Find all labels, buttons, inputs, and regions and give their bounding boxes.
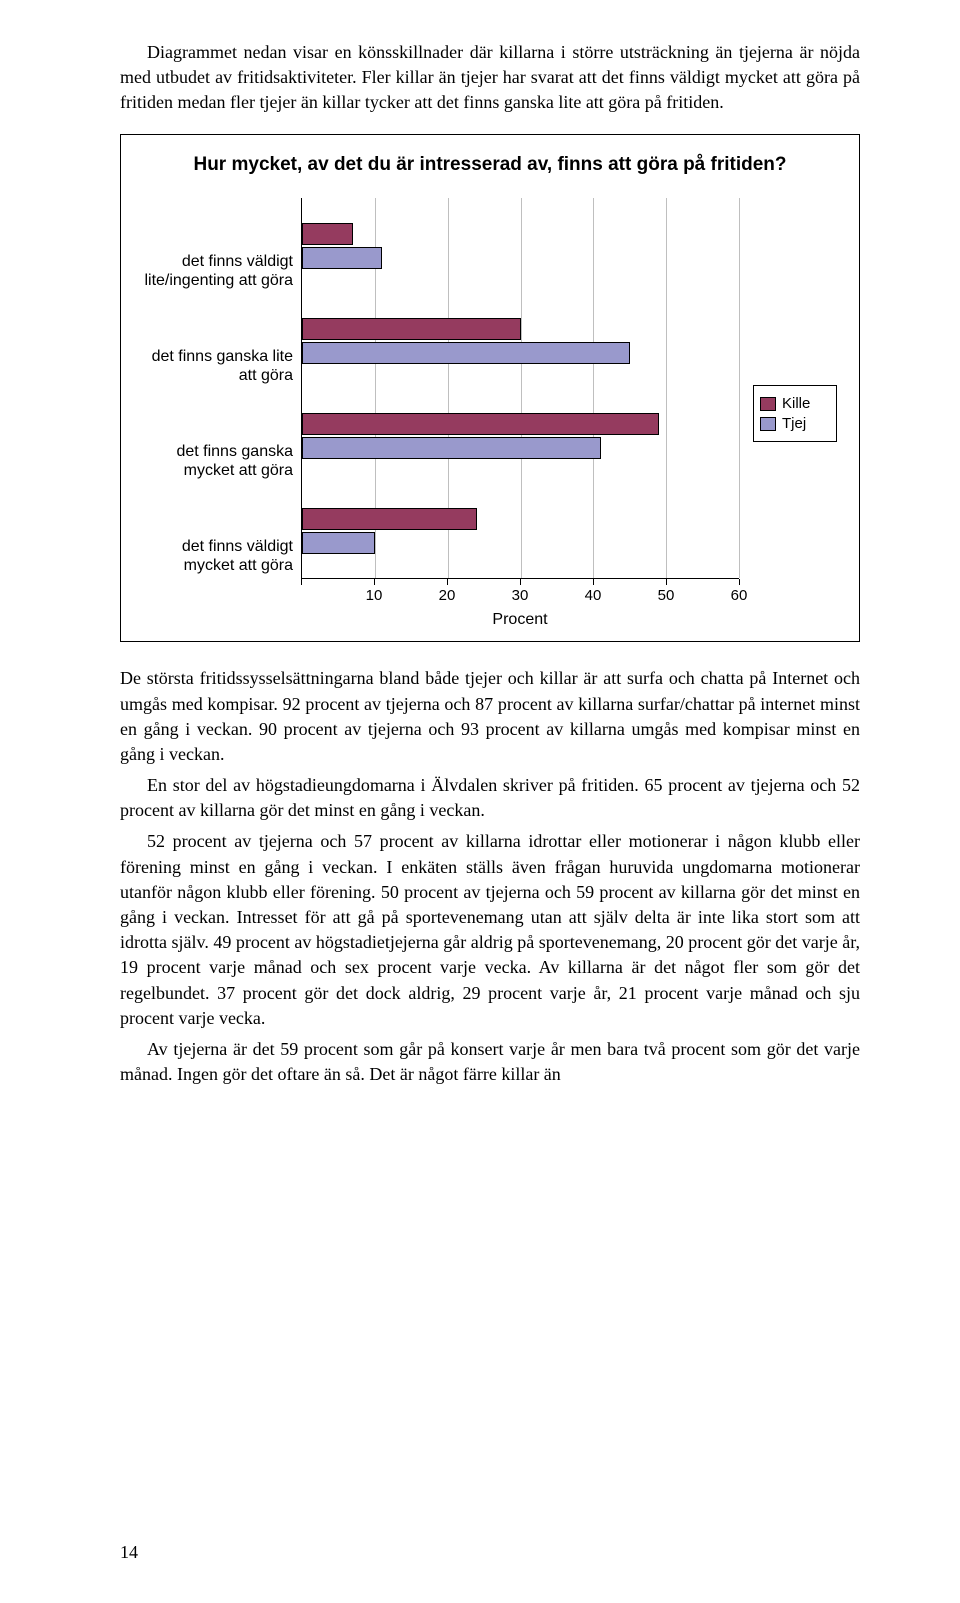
chart-category-label: det finns väldigt mycket att göra <box>143 509 293 604</box>
chart-bar <box>302 247 382 269</box>
chart-x-tick-label: 50 <box>658 587 675 604</box>
chart-bar <box>302 508 477 530</box>
legend-label: Kille <box>782 395 810 412</box>
chart-x-tick-label: 30 <box>512 587 529 604</box>
chart-legend-item: Tjej <box>760 415 830 432</box>
chart-category-label: det finns väldigt lite/ingenting att gör… <box>143 224 293 319</box>
paragraph-4: 52 procent av tjejerna och 57 procent av… <box>120 829 860 1031</box>
chart-bar <box>302 318 521 340</box>
chart-container: Hur mycket, av det du är intresserad av,… <box>120 134 860 643</box>
legend-swatch <box>760 417 776 431</box>
chart-x-tick-label: 60 <box>731 587 748 604</box>
paragraph-2: De största fritidssysselsättningarna bla… <box>120 666 860 767</box>
legend-label: Tjej <box>782 415 806 432</box>
chart-x-tick-label: 20 <box>439 587 456 604</box>
paragraph-3: En stor del av högstadieungdomarna i Älv… <box>120 773 860 823</box>
chart-plot-area <box>301 198 739 579</box>
chart-legend: Kille Tjej <box>753 385 837 442</box>
chart-bar <box>302 413 659 435</box>
chart-bar <box>302 223 353 245</box>
paragraph-intro: Diagrammet nedan visar en könsskillnader… <box>120 40 860 116</box>
chart-category-label: det finns ganska mycket att göra <box>143 414 293 509</box>
chart-bar <box>302 532 375 554</box>
chart-legend-item: Kille <box>760 395 830 412</box>
chart-category-label: det finns ganska lite att göra <box>143 319 293 414</box>
chart-bar <box>302 342 630 364</box>
chart-bar <box>302 437 601 459</box>
chart-x-tick-label: 10 <box>366 587 383 604</box>
chart-x-title: Procent <box>301 611 739 629</box>
chart-title: Hur mycket, av det du är intresserad av,… <box>143 153 837 177</box>
chart-y-labels: det finns väldigt lite/ingenting att gör… <box>143 224 301 604</box>
chart-x-labels: 102030405060 <box>301 585 739 607</box>
legend-swatch <box>760 397 776 411</box>
paragraph-5: Av tjejerna är det 59 procent som går på… <box>120 1037 860 1087</box>
page-number: 14 <box>120 1542 138 1563</box>
chart-x-tick-label: 40 <box>585 587 602 604</box>
